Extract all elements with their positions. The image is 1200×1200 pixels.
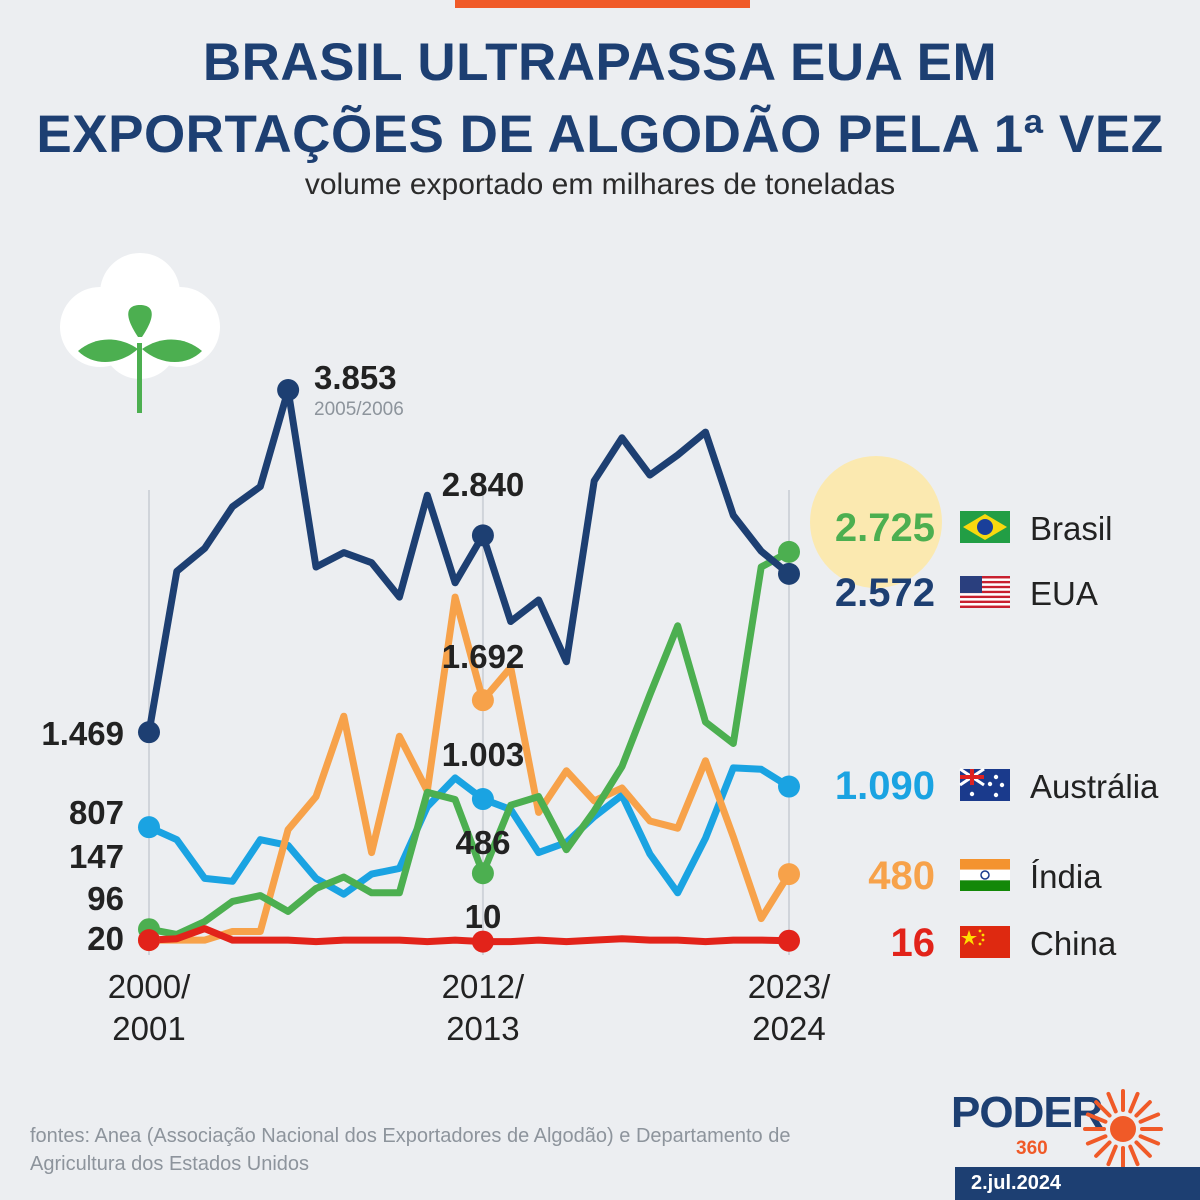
annotation-label: 10 — [465, 898, 502, 935]
x-tick-label: 2024 — [752, 1010, 825, 1047]
usa-flag-icon — [960, 576, 1010, 608]
cotton-boll-icon — [60, 253, 220, 413]
data-point — [138, 816, 160, 839]
data-point — [471, 930, 494, 953]
australia-flag-icon — [959, 767, 1010, 801]
china-flag-icon — [960, 926, 1010, 958]
data-point — [471, 862, 494, 885]
legend-name: Brasil — [1030, 510, 1113, 547]
series-line-eua — [145, 386, 793, 736]
chart-title-line1: BRASIL ULTRAPASSA EUA EM — [202, 33, 998, 92]
data-point — [778, 540, 800, 563]
legend-name: China — [1030, 925, 1117, 962]
series-line-austrália — [145, 764, 793, 898]
data-point — [138, 721, 160, 744]
data-point — [778, 863, 800, 886]
highlight-circle — [810, 456, 942, 588]
x-tick-label: 2012/ — [442, 968, 525, 1005]
legend-name: Índia — [1030, 858, 1102, 895]
annotation-label: 1.003 — [442, 736, 525, 773]
annotation-label: 1.692 — [442, 638, 525, 675]
data-point — [138, 929, 160, 952]
data-point — [277, 379, 300, 401]
chart-title-line2: EXPORTAÇÕES DE ALGODÃO PELA 1ª VEZ — [36, 105, 1164, 164]
annotation-label: 2.840 — [442, 466, 525, 503]
data-point — [471, 524, 494, 547]
brand-logo-text: PODER — [951, 1088, 1103, 1137]
brazil-flag-icon — [960, 511, 1010, 543]
series-line-brasil — [145, 548, 793, 938]
sources-line2: Agricultura dos Estados Unidos — [30, 1153, 310, 1175]
x-tick-label: 2000/ — [108, 968, 191, 1005]
data-point — [471, 788, 494, 811]
annotation-label: 3.853 — [314, 359, 397, 396]
series-line-china — [145, 925, 793, 946]
legend-name: EUA — [1030, 575, 1098, 612]
top-accent-bar — [455, 0, 750, 8]
data-point — [778, 775, 800, 798]
sun-logo-icon — [1083, 1089, 1163, 1169]
legend-value: 2.725 — [835, 506, 935, 550]
legend-value: 2.572 — [835, 571, 935, 615]
publish-date: 2.jul.2024 — [955, 1167, 1200, 1200]
legend-value: 1.090 — [835, 764, 935, 808]
start-value-label: 96 — [87, 880, 124, 917]
series-line-índia — [145, 593, 793, 944]
start-value-label: 147 — [69, 838, 124, 875]
data-point — [471, 689, 494, 712]
chart-subtitle: volume exportado em milhares de tonelada… — [304, 168, 896, 201]
annotation-sublabel: 2005/2006 — [314, 399, 404, 420]
start-value-label: 1.469 — [41, 715, 124, 752]
x-tick-label: 2001 — [112, 1010, 185, 1047]
data-point — [778, 929, 800, 952]
start-value-label: 807 — [69, 794, 124, 831]
annotation-label: 486 — [455, 824, 510, 861]
start-value-label: 20 — [87, 920, 124, 957]
x-tick-label: 2023/ — [748, 968, 831, 1005]
legend-name: Austrália — [1030, 768, 1159, 805]
x-tick-label: 2013 — [446, 1010, 519, 1047]
legend-value: 480 — [868, 854, 935, 898]
legend-value: 16 — [891, 921, 936, 965]
india-flag-icon — [960, 859, 1010, 891]
brand-logo-sub: 360 — [1016, 1138, 1048, 1159]
data-point — [778, 562, 800, 585]
sources-line1: fontes: Anea (Associação Nacional dos Ex… — [30, 1125, 791, 1147]
sources-note: fontes: Anea (Associação Nacional dos Ex… — [30, 1122, 910, 1178]
